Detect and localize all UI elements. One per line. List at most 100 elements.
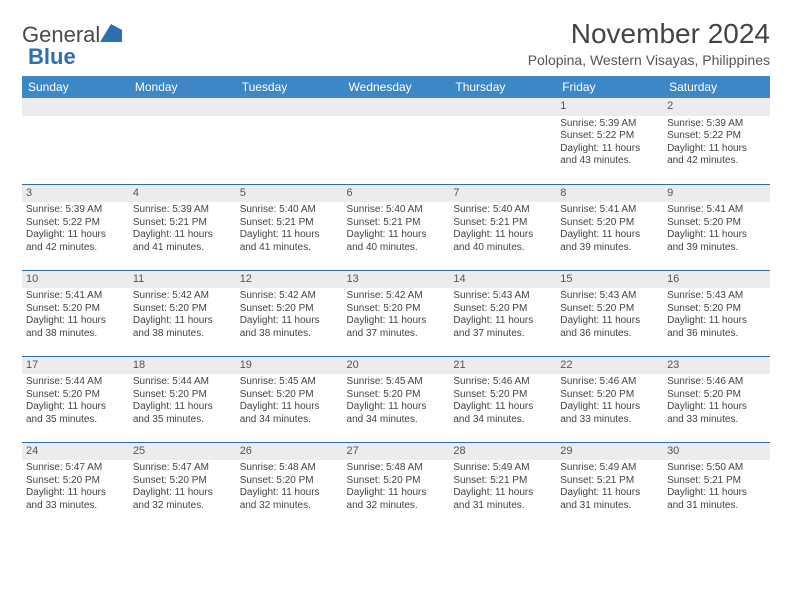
daylight-text: Daylight: 11 hours and 39 minutes. (560, 229, 659, 254)
sunset-text: Sunset: 5:20 PM (667, 217, 766, 230)
sunset-text: Sunset: 5:21 PM (560, 475, 659, 488)
sunset-text: Sunset: 5:20 PM (560, 303, 659, 316)
day-cell: 1Sunrise: 5:39 AMSunset: 5:22 PMDaylight… (556, 98, 663, 184)
sunrise-text: Sunrise: 5:48 AM (240, 462, 339, 475)
sunset-text: Sunset: 5:20 PM (240, 475, 339, 488)
day-number: 13 (343, 271, 450, 289)
day-cell: 28Sunrise: 5:49 AMSunset: 5:21 PMDayligh… (449, 442, 556, 528)
logo-mark-icon (100, 22, 122, 48)
day-cell: 24Sunrise: 5:47 AMSunset: 5:20 PMDayligh… (22, 442, 129, 528)
sunrise-text: Sunrise: 5:50 AM (667, 462, 766, 475)
sunrise-text: Sunrise: 5:49 AM (560, 462, 659, 475)
day-number: 3 (22, 185, 129, 203)
sunrise-text: Sunrise: 5:44 AM (26, 376, 125, 389)
day-cell: 29Sunrise: 5:49 AMSunset: 5:21 PMDayligh… (556, 442, 663, 528)
sunrise-text: Sunrise: 5:41 AM (667, 204, 766, 217)
sunrise-text: Sunrise: 5:40 AM (347, 204, 446, 217)
dow-head: Friday (556, 76, 663, 98)
daylight-text: Daylight: 11 hours and 40 minutes. (347, 229, 446, 254)
sunrise-text: Sunrise: 5:39 AM (667, 118, 766, 131)
sunset-text: Sunset: 5:21 PM (240, 217, 339, 230)
day-cell: 7Sunrise: 5:40 AMSunset: 5:21 PMDaylight… (449, 184, 556, 270)
sunrise-text: Sunrise: 5:42 AM (133, 290, 232, 303)
day-number: 2 (663, 98, 770, 116)
calendar-table: Sunday Monday Tuesday Wednesday Thursday… (22, 76, 770, 528)
sunrise-text: Sunrise: 5:40 AM (240, 204, 339, 217)
day-number: 9 (663, 185, 770, 203)
sunset-text: Sunset: 5:22 PM (26, 217, 125, 230)
day-number: 4 (129, 185, 236, 203)
day-number: 29 (556, 443, 663, 461)
dow-head: Monday (129, 76, 236, 98)
sunrise-text: Sunrise: 5:40 AM (453, 204, 552, 217)
sunset-text: Sunset: 5:20 PM (667, 303, 766, 316)
day-number (343, 98, 450, 116)
dow-row: Sunday Monday Tuesday Wednesday Thursday… (22, 76, 770, 98)
sunset-text: Sunset: 5:20 PM (347, 389, 446, 402)
sunset-text: Sunset: 5:22 PM (560, 130, 659, 143)
title-block: November 2024 Polopina, Western Visayas,… (528, 18, 770, 68)
day-cell: 15Sunrise: 5:43 AMSunset: 5:20 PMDayligh… (556, 270, 663, 356)
calendar-page: General November 2024 Polopina, Western … (0, 0, 792, 538)
sunset-text: Sunset: 5:20 PM (133, 389, 232, 402)
sunset-text: Sunset: 5:20 PM (560, 389, 659, 402)
location-subtitle: Polopina, Western Visayas, Philippines (528, 52, 770, 68)
sunset-text: Sunset: 5:21 PM (133, 217, 232, 230)
daylight-text: Daylight: 11 hours and 36 minutes. (560, 315, 659, 340)
day-number: 21 (449, 357, 556, 375)
sunset-text: Sunset: 5:21 PM (453, 217, 552, 230)
day-cell: 10Sunrise: 5:41 AMSunset: 5:20 PMDayligh… (22, 270, 129, 356)
week-row: 1Sunrise: 5:39 AMSunset: 5:22 PMDaylight… (22, 98, 770, 184)
daylight-text: Daylight: 11 hours and 40 minutes. (453, 229, 552, 254)
day-number: 22 (556, 357, 663, 375)
day-cell: 14Sunrise: 5:43 AMSunset: 5:20 PMDayligh… (449, 270, 556, 356)
day-number: 7 (449, 185, 556, 203)
day-number: 20 (343, 357, 450, 375)
sunrise-text: Sunrise: 5:39 AM (560, 118, 659, 131)
daylight-text: Daylight: 11 hours and 34 minutes. (240, 401, 339, 426)
day-cell: 8Sunrise: 5:41 AMSunset: 5:20 PMDaylight… (556, 184, 663, 270)
sunrise-text: Sunrise: 5:39 AM (26, 204, 125, 217)
day-cell: 21Sunrise: 5:46 AMSunset: 5:20 PMDayligh… (449, 356, 556, 442)
sunrise-text: Sunrise: 5:46 AM (560, 376, 659, 389)
daylight-text: Daylight: 11 hours and 39 minutes. (667, 229, 766, 254)
day-number: 11 (129, 271, 236, 289)
day-number: 18 (129, 357, 236, 375)
day-number: 16 (663, 271, 770, 289)
dow-head: Sunday (22, 76, 129, 98)
day-cell: 9Sunrise: 5:41 AMSunset: 5:20 PMDaylight… (663, 184, 770, 270)
sunrise-text: Sunrise: 5:39 AM (133, 204, 232, 217)
sunrise-text: Sunrise: 5:43 AM (560, 290, 659, 303)
week-row: 3Sunrise: 5:39 AMSunset: 5:22 PMDaylight… (22, 184, 770, 270)
dow-head: Wednesday (343, 76, 450, 98)
day-number: 19 (236, 357, 343, 375)
sunrise-text: Sunrise: 5:46 AM (453, 376, 552, 389)
day-cell: 17Sunrise: 5:44 AMSunset: 5:20 PMDayligh… (22, 356, 129, 442)
day-number: 1 (556, 98, 663, 116)
sunset-text: Sunset: 5:20 PM (133, 303, 232, 316)
sunset-text: Sunset: 5:20 PM (240, 303, 339, 316)
sunset-text: Sunset: 5:22 PM (667, 130, 766, 143)
daylight-text: Daylight: 11 hours and 33 minutes. (26, 487, 125, 512)
day-number: 25 (129, 443, 236, 461)
sunset-text: Sunset: 5:20 PM (26, 389, 125, 402)
daylight-text: Daylight: 11 hours and 33 minutes. (667, 401, 766, 426)
daylight-text: Daylight: 11 hours and 42 minutes. (26, 229, 125, 254)
sunrise-text: Sunrise: 5:41 AM (560, 204, 659, 217)
daylight-text: Daylight: 11 hours and 41 minutes. (133, 229, 232, 254)
sunset-text: Sunset: 5:20 PM (453, 389, 552, 402)
day-number: 17 (22, 357, 129, 375)
sunset-text: Sunset: 5:20 PM (560, 217, 659, 230)
sunrise-text: Sunrise: 5:41 AM (26, 290, 125, 303)
day-cell: 12Sunrise: 5:42 AMSunset: 5:20 PMDayligh… (236, 270, 343, 356)
day-number: 5 (236, 185, 343, 203)
day-number (22, 98, 129, 116)
day-cell: 27Sunrise: 5:48 AMSunset: 5:20 PMDayligh… (343, 442, 450, 528)
daylight-text: Daylight: 11 hours and 38 minutes. (26, 315, 125, 340)
day-number: 10 (22, 271, 129, 289)
day-number (129, 98, 236, 116)
day-cell: 16Sunrise: 5:43 AMSunset: 5:20 PMDayligh… (663, 270, 770, 356)
sunrise-text: Sunrise: 5:43 AM (667, 290, 766, 303)
day-cell: 2Sunrise: 5:39 AMSunset: 5:22 PMDaylight… (663, 98, 770, 184)
day-number: 27 (343, 443, 450, 461)
